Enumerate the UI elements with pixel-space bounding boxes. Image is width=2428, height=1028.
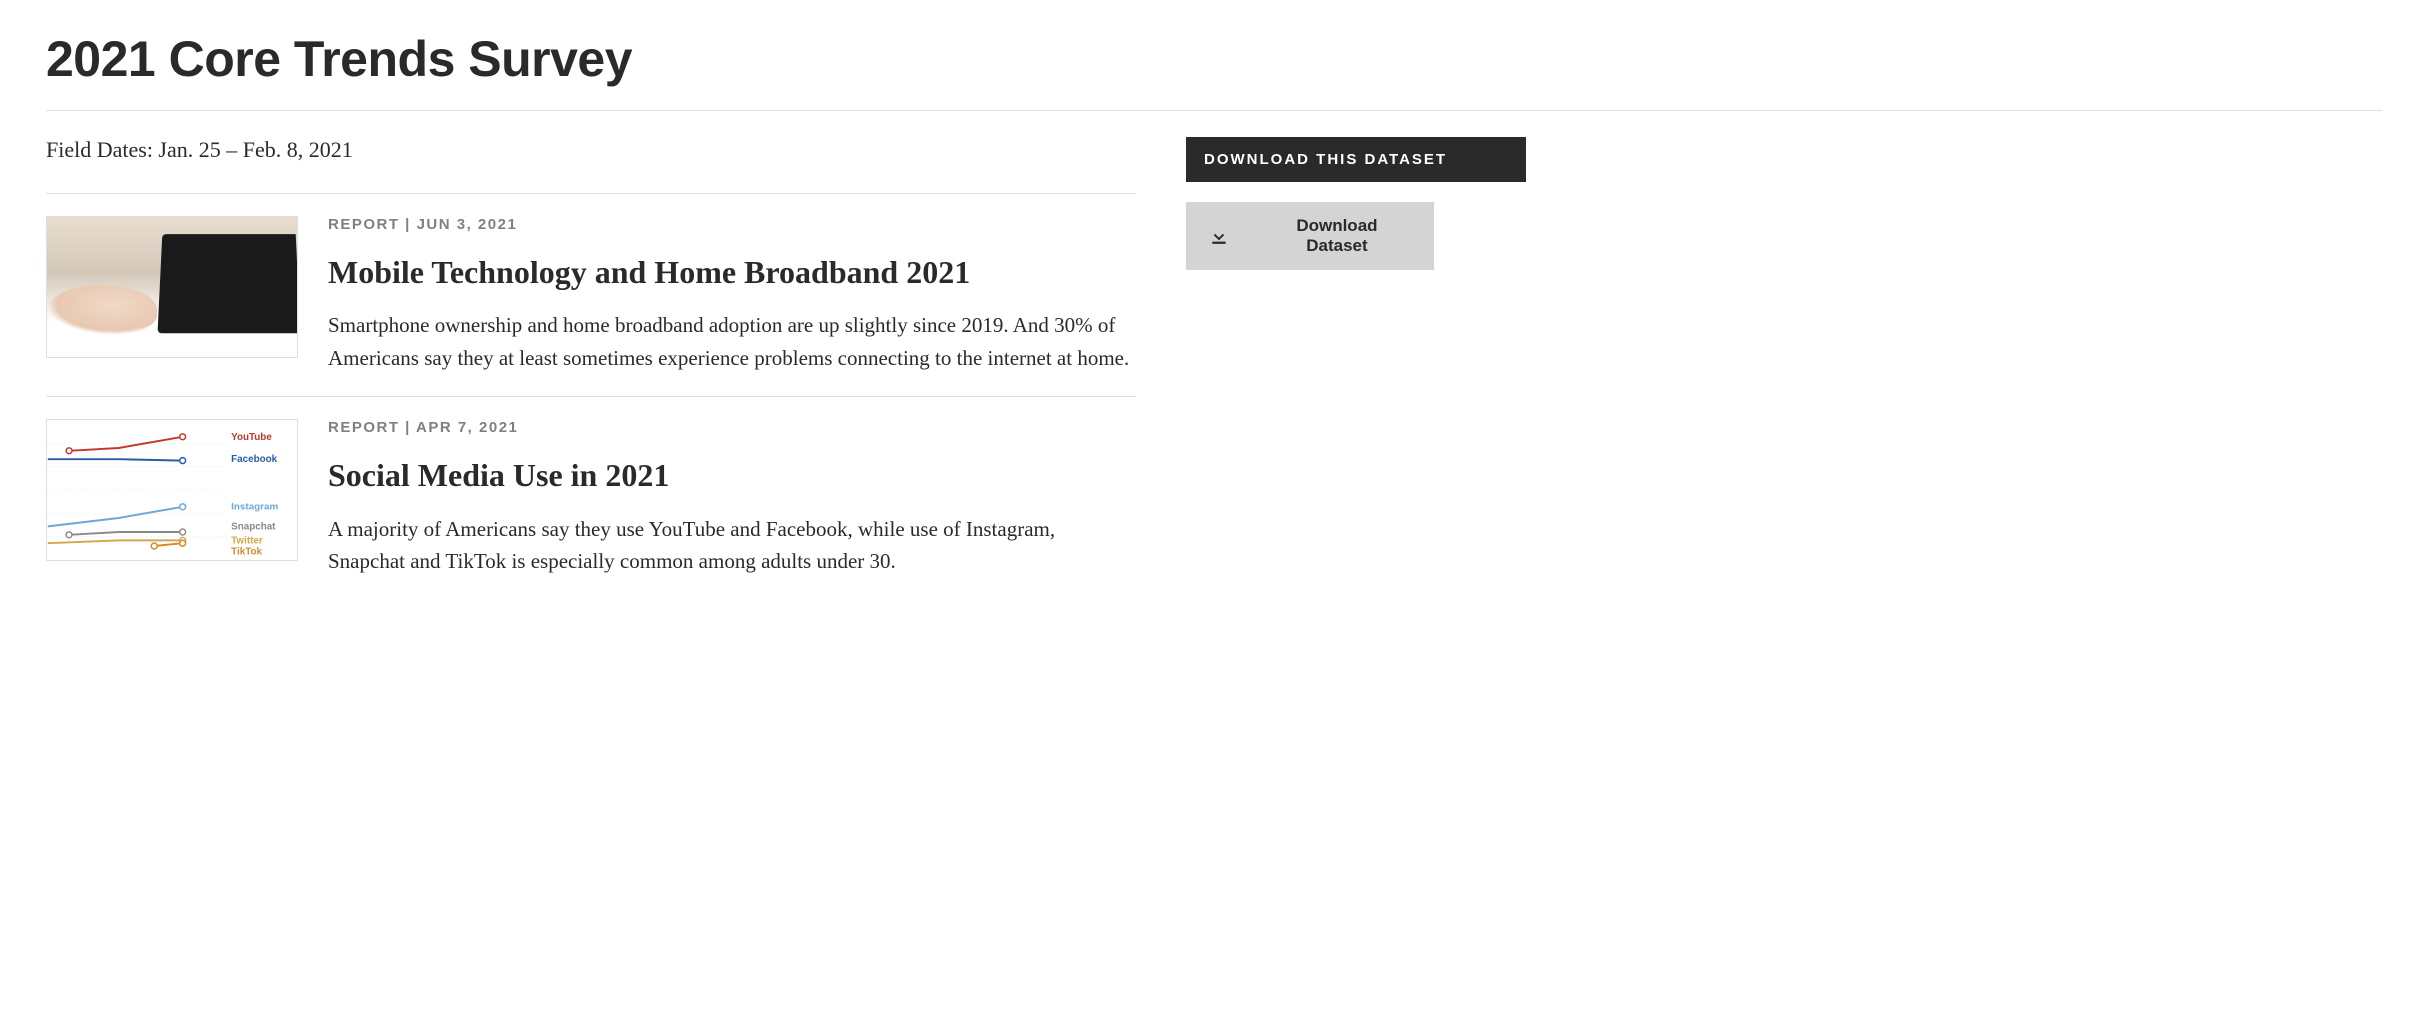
svg-text:TikTok: TikTok xyxy=(231,547,262,558)
article-title-link[interactable]: Mobile Technology and Home Broadband 202… xyxy=(328,253,1136,291)
field-dates: Field Dates: Jan. 25 – Feb. 8, 2021 xyxy=(46,137,1136,163)
divider xyxy=(46,110,2382,111)
chart-thumbnail-icon: YouTube Facebook Instagram Snapchat TwitterT… xyxy=(47,420,297,560)
sidebar: DOWNLOAD THIS DATASET Download Dataset xyxy=(1186,137,1526,600)
article-type: REPORT xyxy=(328,419,400,436)
article-meta: REPORT | JUN 3, 2021 xyxy=(328,216,1136,233)
download-button-label: Download Dataset xyxy=(1264,216,1410,256)
article-title-link[interactable]: Social Media Use in 2021 xyxy=(328,456,1136,494)
article-excerpt: A majority of Americans say they use You… xyxy=(328,513,1136,578)
line-chart-icon: YouTube Facebook Instagram Snapchat TwitterT… xyxy=(47,420,297,560)
article-date: JUN 3, 2021 xyxy=(417,216,518,233)
download-icon xyxy=(1210,227,1228,245)
sidebar-header: DOWNLOAD THIS DATASET xyxy=(1186,137,1526,182)
svg-text:Facebook: Facebook xyxy=(231,455,277,466)
svg-text:Twitter: Twitter xyxy=(231,536,263,547)
article-body: REPORT | APR 7, 2021 Social Media Use in… xyxy=(328,419,1136,577)
article-thumbnail[interactable]: YouTube Facebook Instagram Snapchat TwitterT… xyxy=(46,419,298,561)
content-container: Field Dates: Jan. 25 – Feb. 8, 2021 REPO… xyxy=(46,137,2382,600)
meta-separator: | xyxy=(400,419,416,436)
article-meta: REPORT | APR 7, 2021 xyxy=(328,419,1136,436)
article-type: REPORT xyxy=(328,216,400,233)
download-dataset-button[interactable]: Download Dataset xyxy=(1186,202,1434,270)
svg-text:YouTube: YouTube xyxy=(231,432,272,443)
article-excerpt: Smartphone ownership and home broadband … xyxy=(328,309,1136,374)
article-card: REPORT | JUN 3, 2021 Mobile Technology a… xyxy=(46,194,1136,396)
article-thumbnail[interactable] xyxy=(46,216,298,358)
article-card: YouTube Facebook Instagram Snapchat TwitterT… xyxy=(46,397,1136,599)
page-title: 2021 Core Trends Survey xyxy=(46,30,2382,88)
article-body: REPORT | JUN 3, 2021 Mobile Technology a… xyxy=(328,216,1136,374)
photo-laptop-icon xyxy=(47,217,297,357)
main-content: Field Dates: Jan. 25 – Feb. 8, 2021 REPO… xyxy=(46,137,1136,600)
svg-text:Snapchat: Snapchat xyxy=(231,522,276,533)
article-date: APR 7, 2021 xyxy=(416,419,518,436)
svg-text:Instagram: Instagram xyxy=(231,502,278,513)
meta-separator: | xyxy=(400,216,417,233)
